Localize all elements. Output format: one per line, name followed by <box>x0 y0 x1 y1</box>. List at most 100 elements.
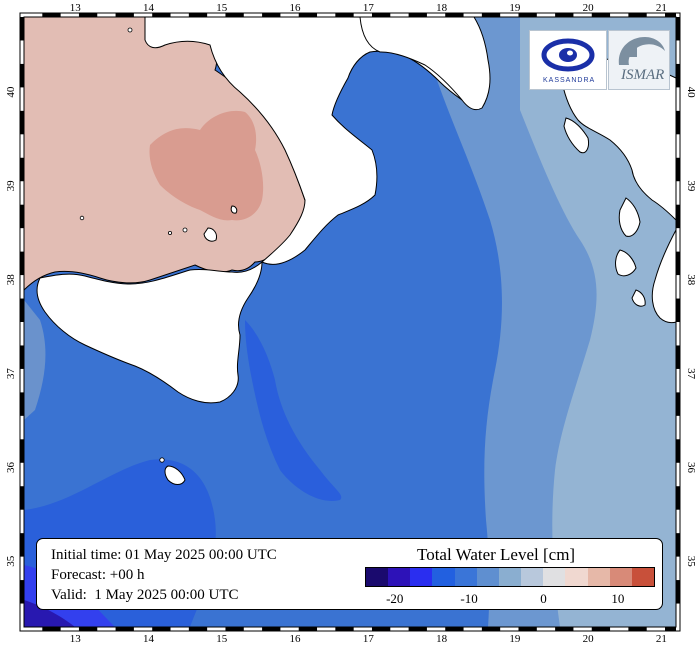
frame-segment <box>335 13 354 17</box>
frame-segment <box>665 627 676 631</box>
frame-segment <box>555 13 574 17</box>
legend-colorbar <box>365 567 655 587</box>
frame-segment <box>676 204 680 229</box>
frame-segment <box>445 13 464 17</box>
island-small-a <box>182 227 188 233</box>
frame-segment <box>481 13 501 17</box>
legend-swatch <box>609 568 632 586</box>
lat-label-left: 37 <box>5 368 17 380</box>
frame-segment <box>665 13 676 17</box>
legend-tick-label: -20 <box>386 591 404 606</box>
frame-segment <box>20 580 24 604</box>
lat-label-left: 35 <box>5 555 17 567</box>
frame-segment <box>115 13 134 17</box>
land-greece-south <box>651 229 677 324</box>
frame-segment <box>20 157 24 182</box>
frame-segment <box>262 13 281 17</box>
frame-segment <box>298 627 318 631</box>
frame-segment <box>518 627 537 631</box>
ismar-logo: ISMAR <box>608 30 670 90</box>
lon-label-top: 20 <box>583 2 595 14</box>
initial-time-text: Initial time: 01 May 2025 00:00 UTC <box>51 547 277 563</box>
frame-segment <box>676 580 680 604</box>
lon-label-top: 13 <box>70 2 82 14</box>
legend-swatch <box>498 568 522 586</box>
frame-segment <box>676 17 680 41</box>
lon-label-top: 16 <box>290 2 302 14</box>
frame-segment <box>628 13 647 17</box>
legend-swatch <box>432 568 455 586</box>
lat-label-right: 38 <box>685 274 697 286</box>
frame-segment <box>20 345 24 369</box>
lon-label-bottom: 20 <box>583 633 595 645</box>
island-lipari <box>203 227 217 242</box>
frame-segment <box>676 110 680 135</box>
frame-segment <box>591 13 611 17</box>
lat-label-left: 36 <box>5 461 17 473</box>
lon-label-top: 19 <box>509 2 521 14</box>
lon-label-bottom: 21 <box>656 633 667 645</box>
frame-segment <box>188 627 208 631</box>
frame-segment <box>20 17 24 41</box>
frame-segment <box>408 13 427 17</box>
map-frame <box>19 12 681 632</box>
frame-segment <box>676 63 680 88</box>
frame-segment <box>676 392 680 416</box>
island-kefalonia <box>618 197 641 237</box>
frame-segment <box>152 627 171 631</box>
legend-swatch <box>476 568 499 586</box>
eye-icon <box>541 38 595 72</box>
legend-title: Total Water Level [cm] <box>417 545 576 564</box>
legend-swatch <box>521 568 544 586</box>
longitude-labels-bottom: 13 14 15 16 17 18 19 20 21 <box>70 633 667 645</box>
lat-label-left: 39 <box>5 180 17 192</box>
lat-label-right: 35 <box>685 556 697 568</box>
logo-group: KASSANDRA ISMAR <box>529 30 670 90</box>
legend-swatch <box>631 568 655 586</box>
frame-segment <box>20 63 24 88</box>
lat-label-right: 37 <box>685 368 697 380</box>
kassandra-logo-text: KASSANDRA <box>543 77 596 84</box>
legend-tick-label: -10 <box>460 591 478 606</box>
calabria-core <box>149 110 264 221</box>
frame-segment <box>676 251 680 276</box>
frame-segment <box>676 439 680 463</box>
frame-segment <box>225 13 244 17</box>
legend-swatch <box>587 568 610 586</box>
frame-segment <box>225 627 244 631</box>
frame-segment <box>676 486 680 510</box>
frame-segment <box>591 627 611 631</box>
legend-swatch <box>543 568 566 586</box>
frame-segment <box>371 627 391 631</box>
legend-swatch <box>454 568 477 586</box>
frame-segment <box>20 251 24 276</box>
longitude-labels-top: 13 14 15 16 17 18 19 20 21 <box>70 2 667 14</box>
latitude-labels-left: 40 39 38 37 36 35 <box>5 86 17 567</box>
lon-label-bottom: 16 <box>290 633 302 645</box>
frame-segment <box>115 627 134 631</box>
island-small-d <box>127 27 133 33</box>
frame-segment <box>298 13 318 17</box>
frame-segment <box>371 13 391 17</box>
frame-segment <box>518 13 537 17</box>
frame-segment <box>408 627 427 631</box>
island-ustica <box>167 230 172 235</box>
island-small-b <box>159 457 165 463</box>
frame-segment <box>42 13 61 17</box>
legend-swatch <box>565 568 588 586</box>
frame-segment <box>481 627 501 631</box>
lat-label-right: 39 <box>685 180 697 192</box>
frame-segment <box>676 533 680 557</box>
frame-segment <box>78 627 98 631</box>
island-ionian-small <box>631 289 646 307</box>
frame-segment <box>42 627 61 631</box>
frame-segment <box>20 392 24 416</box>
lon-label-bottom: 18 <box>436 633 448 645</box>
land-gulf-taranto <box>359 16 491 111</box>
legend-swatch <box>388 568 411 586</box>
lat-label-right: 36 <box>685 462 697 474</box>
ismar-logo-text: ISMAR <box>621 67 665 83</box>
frame-segment <box>20 486 24 510</box>
valid-time-text: Valid: 1 May 2025 00:00 UTC <box>51 587 239 603</box>
